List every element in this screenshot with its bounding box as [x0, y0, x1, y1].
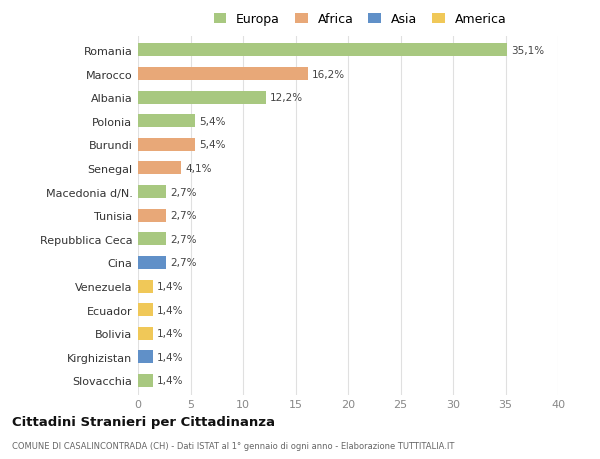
Text: 12,2%: 12,2% — [270, 93, 304, 103]
Text: 35,1%: 35,1% — [511, 46, 544, 56]
Text: 1,4%: 1,4% — [157, 281, 184, 291]
Text: 1,4%: 1,4% — [157, 375, 184, 386]
Text: 4,1%: 4,1% — [185, 163, 212, 174]
Bar — [138, 233, 166, 246]
Bar — [138, 280, 152, 293]
Bar — [138, 374, 152, 387]
Text: COMUNE DI CASALINCONTRADA (CH) - Dati ISTAT al 1° gennaio di ogni anno - Elabora: COMUNE DI CASALINCONTRADA (CH) - Dati IS… — [12, 441, 454, 450]
Text: 1,4%: 1,4% — [157, 329, 184, 338]
Text: Cittadini Stranieri per Cittadinanza: Cittadini Stranieri per Cittadinanza — [12, 415, 275, 428]
Bar — [138, 91, 266, 105]
Text: 2,7%: 2,7% — [170, 234, 197, 244]
Text: 2,7%: 2,7% — [170, 258, 197, 268]
Text: 5,4%: 5,4% — [199, 117, 226, 127]
Bar — [138, 45, 506, 57]
Text: 1,4%: 1,4% — [157, 305, 184, 315]
Bar — [138, 162, 181, 175]
Bar — [138, 327, 152, 340]
Bar — [138, 115, 194, 128]
Bar — [138, 68, 308, 81]
Bar — [138, 351, 152, 364]
Text: 2,7%: 2,7% — [170, 187, 197, 197]
Bar — [138, 139, 194, 151]
Text: 2,7%: 2,7% — [170, 211, 197, 221]
Legend: Europa, Africa, Asia, America: Europa, Africa, Asia, America — [211, 11, 509, 29]
Text: 1,4%: 1,4% — [157, 352, 184, 362]
Text: 5,4%: 5,4% — [199, 140, 226, 150]
Bar — [138, 209, 166, 222]
Bar — [138, 303, 152, 316]
Text: 16,2%: 16,2% — [312, 69, 346, 79]
Bar — [138, 186, 166, 199]
Bar — [138, 257, 166, 269]
